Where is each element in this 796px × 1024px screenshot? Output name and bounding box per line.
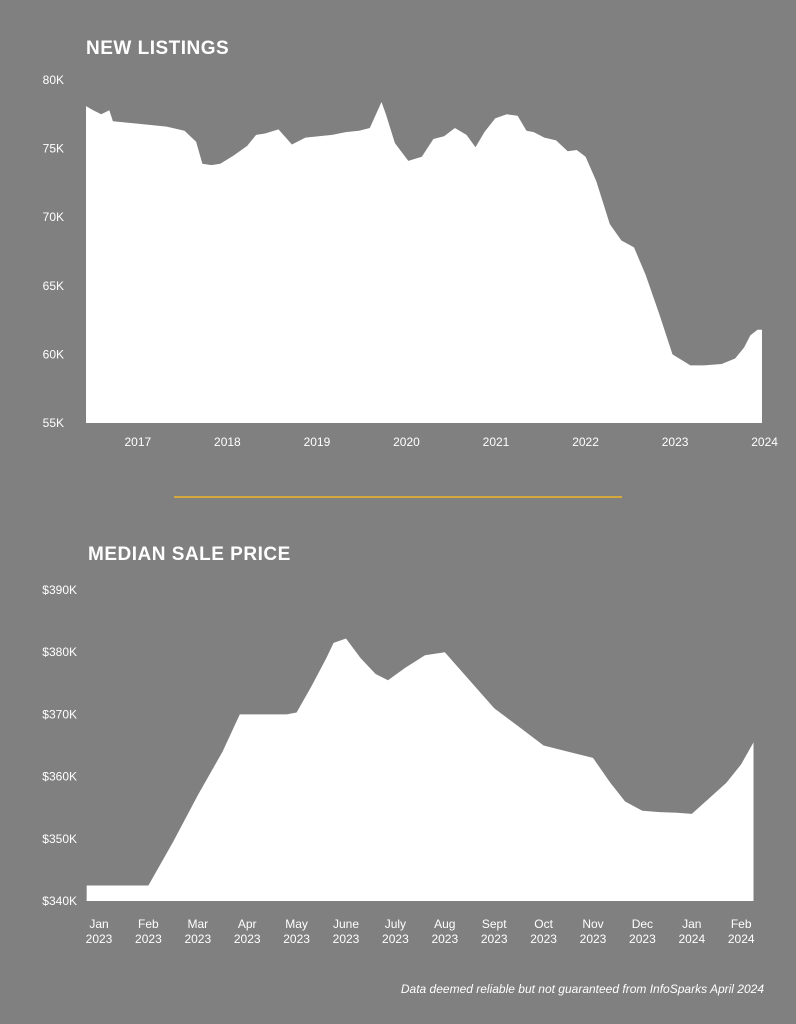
x-tick-label: Nov 2023 — [580, 917, 607, 946]
x-tick-label: 2017 — [125, 435, 152, 449]
y-tick-label: 65K — [43, 279, 64, 293]
x-tick-label: Mar 2023 — [184, 917, 211, 946]
x-tick-label: 2019 — [304, 435, 331, 449]
x-tick-label: Aug 2023 — [431, 917, 458, 946]
x-tick-label: July 2023 — [382, 917, 409, 946]
y-tick-label: $390K — [42, 583, 77, 597]
y-tick-label: 80K — [43, 73, 64, 87]
y-tick-label: $340K — [42, 894, 77, 908]
median-price-area-layer — [86, 638, 754, 901]
y-tick-label: 55K — [43, 416, 64, 430]
median-sale-price-chart: $390K $380K $370K $360K $350K $340K Jan 2023 Fe… — [42, 583, 755, 946]
new-listings-area — [86, 102, 762, 423]
new-listings-y-axis: 80K 75K 70K 65K 60K 55K — [43, 73, 64, 430]
x-tick-label: Dec 2023 — [629, 917, 656, 946]
x-tick-label: June 2023 — [333, 917, 360, 946]
median-price-y-axis: $390K $380K $370K $360K $350K $340K — [42, 583, 77, 908]
x-tick-label: Sept 2023 — [481, 917, 508, 946]
y-tick-label: 75K — [43, 142, 64, 156]
median-price-area — [86, 638, 754, 901]
x-tick-label: Feb 2023 — [135, 917, 162, 946]
new-listings-title: NEW LISTINGS — [86, 38, 230, 59]
data-source-footnote: Data deemed reliable but not guaranteed … — [400, 982, 764, 996]
x-tick-label: Jan 2024 — [678, 917, 705, 946]
new-listings-x-axis: 2017 2018 2019 2020 2021 2022 2023 2024 — [125, 435, 779, 449]
x-tick-label: Jan 2023 — [86, 917, 113, 946]
x-tick-label: 2023 — [662, 435, 689, 449]
x-tick-label: Oct 2023 — [530, 917, 557, 946]
y-tick-label: 70K — [43, 210, 64, 224]
median-price-x-axis: Jan 2023 Feb 2023 Mar 2023 Apr 2023 May 2023 June 2… — [86, 917, 755, 946]
x-tick-label: 2024 — [751, 435, 778, 449]
y-tick-label: $370K — [42, 707, 77, 721]
y-tick-label: 60K — [43, 347, 64, 361]
x-tick-label: Feb 2024 — [728, 917, 755, 946]
median-sale-price-title: MEDIAN SALE PRICE — [88, 544, 291, 565]
x-tick-label: 2018 — [214, 435, 241, 449]
x-tick-label: 2021 — [483, 435, 510, 449]
x-tick-label: 2022 — [572, 435, 599, 449]
x-tick-label: 2020 — [393, 435, 420, 449]
y-tick-label: $380K — [42, 645, 77, 659]
y-tick-label: $360K — [42, 770, 77, 784]
x-tick-label: Apr 2023 — [234, 917, 261, 946]
y-tick-label: $350K — [42, 832, 77, 846]
x-tick-label: May 2023 — [283, 917, 310, 946]
new-listings-area-layer — [86, 102, 762, 423]
section-divider — [174, 496, 622, 498]
